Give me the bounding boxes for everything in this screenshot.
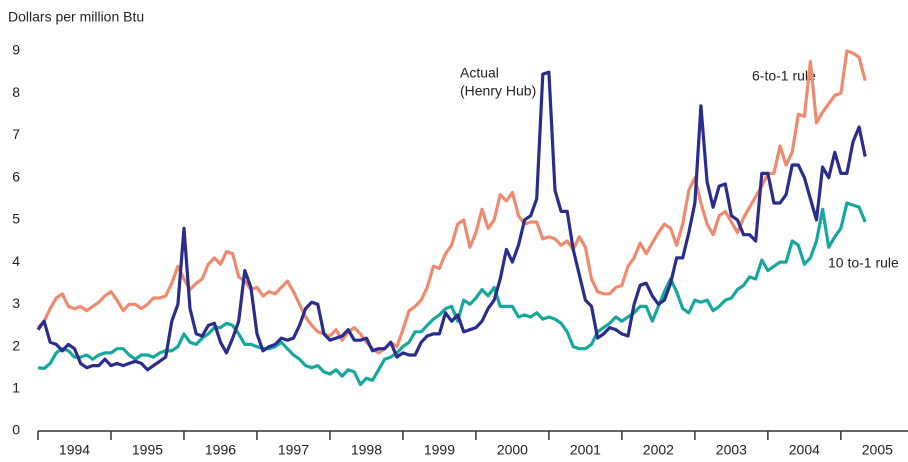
line-series <box>36 70 867 372</box>
x-tick-label: 2000 <box>497 442 528 458</box>
x-tick-label: 1999 <box>424 442 455 458</box>
x-tick-label: 2003 <box>716 442 747 458</box>
y-tick-label: 9 <box>12 42 20 58</box>
y-tick-label: 0 <box>12 422 20 438</box>
x-tick-label: 2004 <box>789 442 820 458</box>
annotation: (Henry Hub) <box>460 83 536 99</box>
x-tick-label: 2005 <box>862 442 893 458</box>
y-axis-label: Dollars per million Btu <box>8 9 144 25</box>
y-tick-label: 8 <box>12 84 20 100</box>
series-label: 6-to-1 rule <box>752 68 816 84</box>
x-tick-label: 1996 <box>205 442 236 458</box>
y-tick-label: 5 <box>12 211 20 227</box>
x-tick-label: 1998 <box>351 442 382 458</box>
x-tick-label: 1997 <box>278 442 309 458</box>
x-tick-label: 2002 <box>643 442 674 458</box>
line-series <box>36 49 867 355</box>
annotation: Actual <box>460 65 499 81</box>
y-tick-label: 6 <box>12 168 20 184</box>
x-tick-label: 1995 <box>132 442 163 458</box>
y-tick-label: 1 <box>12 379 20 395</box>
x-tick-label: 1994 <box>59 442 90 458</box>
y-tick-label: 4 <box>12 253 20 269</box>
y-tick-label: 2 <box>12 337 20 353</box>
y-tick-label: 3 <box>12 295 20 311</box>
series-label: 10 to-1 rule <box>828 255 899 271</box>
line-series <box>37 201 867 387</box>
x-tick-label: 2001 <box>570 442 601 458</box>
y-tick-label: 7 <box>12 126 20 142</box>
